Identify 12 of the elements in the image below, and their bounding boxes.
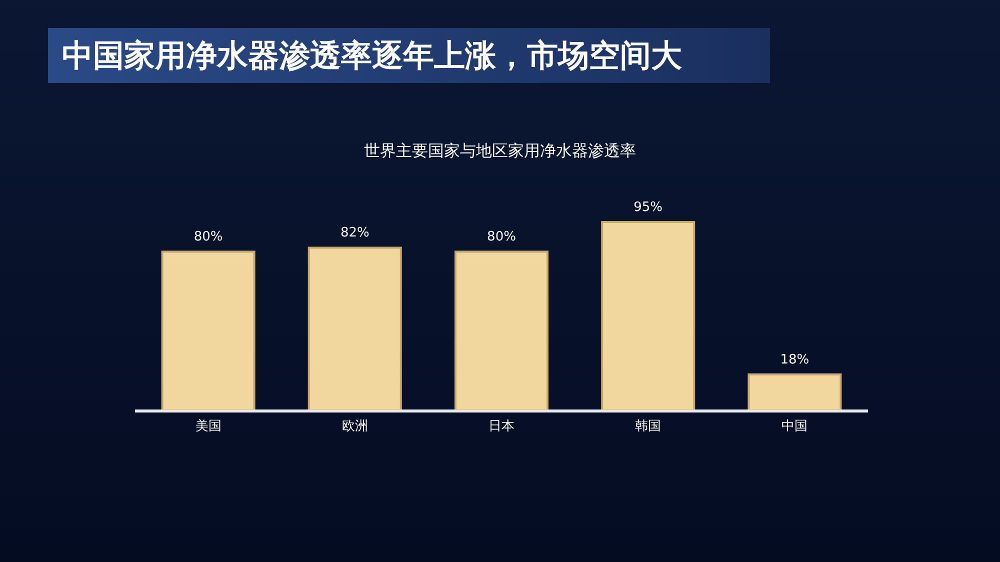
x-tick-label: 中国 xyxy=(782,419,808,434)
x-tick-label: 美国 xyxy=(195,418,222,434)
x-tick-label: 欧洲 xyxy=(342,419,368,434)
data-label: 95% xyxy=(634,200,663,215)
data-label: 18% xyxy=(780,352,810,368)
title: 中国家用净水器渗透率逐年上涨，市场空间大 xyxy=(62,38,682,74)
x-tick-label: 日本 xyxy=(488,419,514,434)
x-tick-label: 韩国 xyxy=(635,419,662,434)
data-label: 80% xyxy=(194,230,223,245)
data-label: 82% xyxy=(340,226,370,241)
data-label: 80% xyxy=(487,230,516,245)
subtitle: 世界主要国家与地区家用净水器渗透率 xyxy=(364,141,636,160)
